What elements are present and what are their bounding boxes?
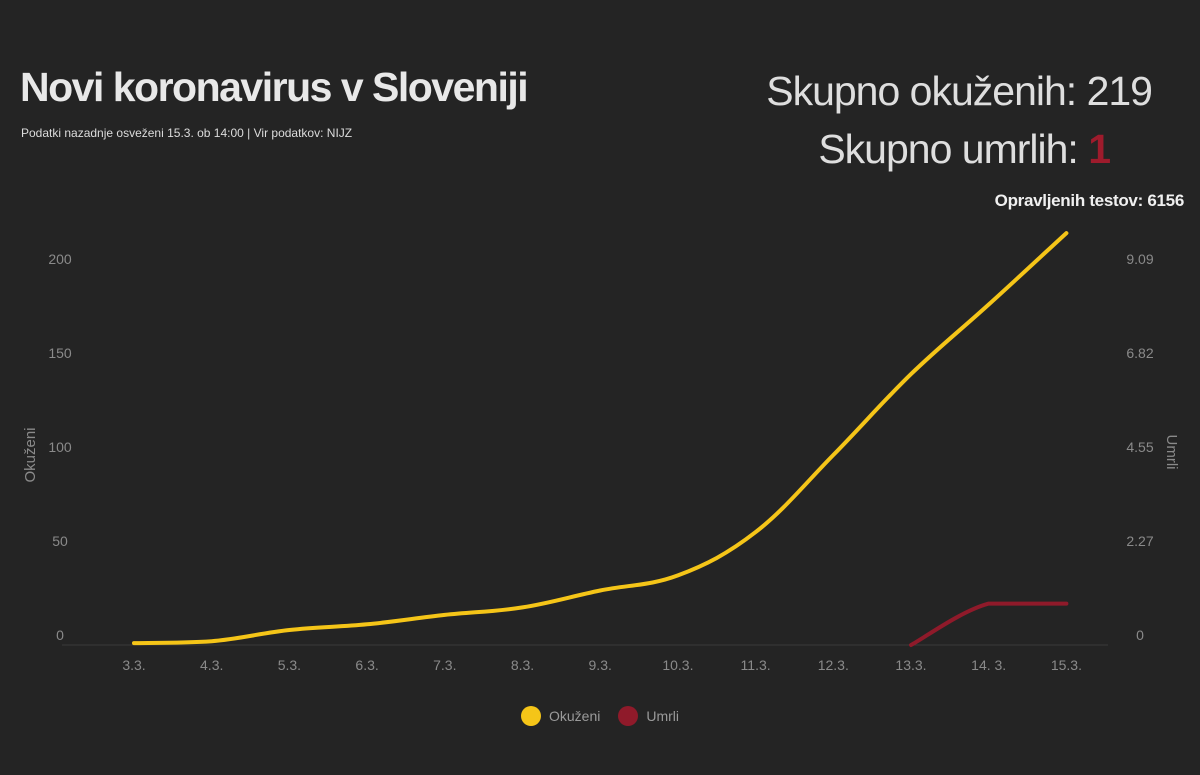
x-axis-ticks: 3.3. 4.3. 5.3. 6.3. 7.3. 8.3. 9.3. 10.3. 11.3. 12… [122, 657, 1082, 673]
x-tick-label: 14. 3. [971, 657, 1006, 673]
x-tick-label: 13.3. [895, 657, 926, 673]
x-tick-label: 10.3. [662, 657, 693, 673]
total-deaths-label: Skupno umrlih: [818, 126, 1089, 172]
left-axis-ticks: 0 50 100 150 200 [48, 251, 72, 643]
page-subtitle: Podatki nazadnje osveženi 15.3. ob 14:00… [21, 126, 353, 140]
left-tick-label: 0 [56, 627, 64, 643]
total-infected-label: Skupno okuženih: [766, 68, 1087, 114]
right-tick-label: 4.55 [1126, 439, 1153, 455]
tests-stat: Opravljenih testov: 6156 [994, 191, 1185, 211]
x-tick-label: 6.3. [355, 657, 378, 673]
left-tick-label: 200 [48, 251, 72, 267]
total-infected-stat: Skupno okuženih: 219 [766, 68, 1153, 115]
legend-item-okuzeni[interactable]: Okuženi [520, 706, 601, 726]
legend-label-okuzeni: Okuženi [548, 708, 601, 724]
page-title: Novi koronavirus v Sloveniji [20, 64, 529, 110]
left-tick-label: 50 [52, 533, 68, 549]
legend: Okuženi Umrli [0, 706, 1200, 726]
right-axis-ticks: 0 2.27 4.55 6.82 9.09 [1126, 251, 1153, 643]
legend-item-umrli[interactable]: Umrli [618, 706, 679, 726]
legend-dot-umrli-icon [618, 706, 639, 726]
right-tick-label: 2.27 [1126, 533, 1153, 549]
left-tick-label: 150 [48, 345, 72, 361]
series-line-okuzeni [132, 231, 1069, 646]
x-tick-label: 4.3. [200, 657, 223, 673]
right-tick-label: 9.09 [1126, 251, 1153, 267]
legend-dot-okuzeni-icon [520, 706, 541, 726]
legend-label-umrli: Umrli [646, 708, 679, 724]
x-tick-label: 3.3. [122, 657, 145, 673]
series-lines [132, 231, 1069, 647]
right-axis-title: Umrli [1163, 435, 1180, 470]
total-infected-value: 219 [1086, 68, 1153, 114]
x-tick-label: 11.3. [741, 657, 771, 673]
series-line-umrli [909, 601, 1069, 647]
x-tick-label: 12.3. [818, 657, 849, 673]
x-tick-label: 5.3. [278, 657, 301, 673]
right-tick-label: 6.82 [1126, 345, 1153, 361]
tests-value: 6156 [1147, 191, 1184, 210]
total-deaths-stat: Skupno umrlih: 1 [818, 126, 1111, 173]
x-tick-label: 15.3. [1051, 657, 1082, 673]
left-axis-title: Okuženi [22, 427, 39, 482]
right-tick-label: 0 [1136, 627, 1144, 643]
left-tick-label: 100 [48, 439, 72, 455]
x-tick-label: 7.3. [433, 657, 456, 673]
x-tick-label: 8.3. [511, 657, 534, 673]
x-tick-label: 9.3. [589, 657, 612, 673]
tests-label: Opravljenih testov: [994, 191, 1148, 210]
total-deaths-value: 1 [1088, 126, 1111, 172]
